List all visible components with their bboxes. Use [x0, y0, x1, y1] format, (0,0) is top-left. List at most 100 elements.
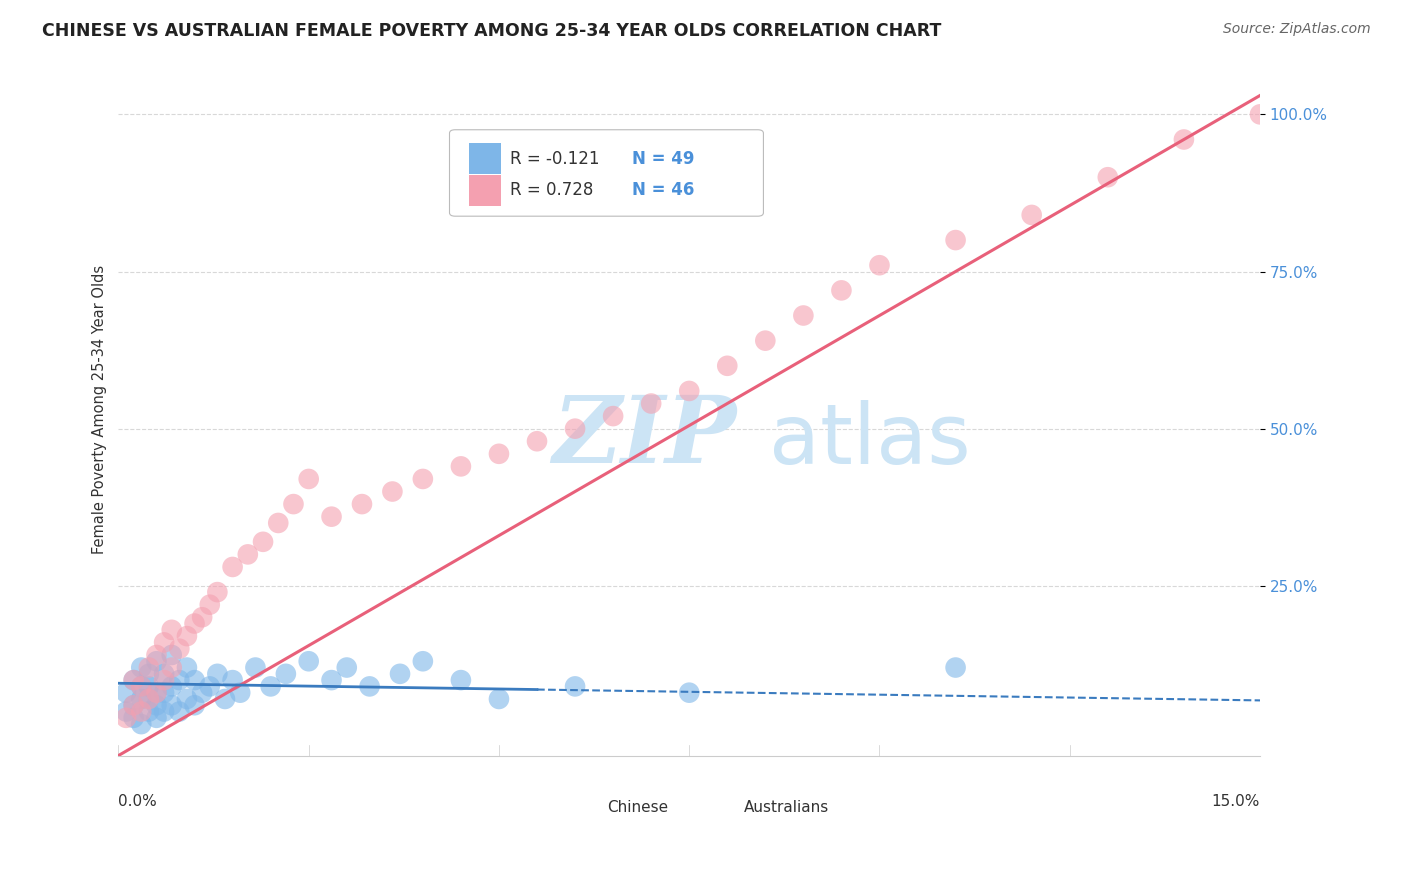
Bar	[575, 800, 600, 815]
Point	[129, 680, 152, 694]
Point	[176, 660, 198, 674]
Point	[129, 692, 152, 706]
Point	[176, 692, 198, 706]
Point	[412, 472, 434, 486]
Point	[183, 673, 205, 687]
Point	[488, 447, 510, 461]
Point	[115, 705, 138, 719]
Point	[450, 459, 472, 474]
Text: Australians: Australians	[744, 800, 830, 815]
Point	[198, 598, 221, 612]
Point	[602, 409, 624, 423]
Text: 15.0%: 15.0%	[1212, 794, 1260, 808]
Point	[298, 472, 321, 486]
Point	[564, 680, 586, 694]
Text: ZIP: ZIP	[553, 392, 737, 483]
Point	[176, 629, 198, 643]
Point	[122, 711, 145, 725]
Point	[198, 680, 221, 694]
Point	[160, 698, 183, 713]
Point	[153, 686, 176, 700]
Point	[945, 233, 967, 247]
Text: R = -0.121: R = -0.121	[510, 150, 599, 168]
Point	[138, 705, 160, 719]
Point	[122, 698, 145, 713]
Text: N = 49: N = 49	[633, 150, 695, 168]
Point	[1249, 107, 1271, 121]
Point	[830, 284, 852, 298]
Point	[138, 660, 160, 674]
Point	[169, 705, 191, 719]
Y-axis label: Female Poverty Among 25-34 Year Olds: Female Poverty Among 25-34 Year Olds	[93, 265, 107, 554]
Point	[412, 654, 434, 668]
Point	[298, 654, 321, 668]
Point	[191, 610, 214, 624]
Point	[488, 692, 510, 706]
Point	[145, 648, 167, 662]
Point	[945, 660, 967, 674]
Point	[145, 698, 167, 713]
Point	[283, 497, 305, 511]
Point	[160, 623, 183, 637]
Point	[1173, 132, 1195, 146]
Text: Chinese: Chinese	[607, 800, 668, 815]
Point	[640, 396, 662, 410]
Point	[160, 660, 183, 674]
Point	[138, 692, 160, 706]
Point	[183, 698, 205, 713]
Point	[336, 660, 359, 674]
Point	[450, 673, 472, 687]
Point	[138, 680, 160, 694]
Point	[350, 497, 373, 511]
Point	[115, 686, 138, 700]
Point	[153, 666, 176, 681]
Point	[160, 680, 183, 694]
Text: N = 46: N = 46	[633, 181, 695, 200]
Bar	[470, 175, 501, 206]
Point	[792, 309, 814, 323]
Point	[122, 673, 145, 687]
Point	[229, 686, 252, 700]
Point	[321, 673, 343, 687]
Point	[526, 434, 548, 449]
Point	[564, 422, 586, 436]
Text: R = 0.728: R = 0.728	[510, 181, 593, 200]
Point	[115, 711, 138, 725]
Point	[145, 686, 167, 700]
Text: atlas: atlas	[769, 401, 972, 482]
Point	[754, 334, 776, 348]
Text: Source: ZipAtlas.com: Source: ZipAtlas.com	[1223, 22, 1371, 37]
Point	[389, 666, 412, 681]
Point	[145, 686, 167, 700]
Point	[169, 641, 191, 656]
Point	[129, 705, 152, 719]
Point	[129, 660, 152, 674]
Point	[245, 660, 267, 674]
Point	[207, 585, 229, 599]
Point	[191, 686, 214, 700]
Point	[214, 692, 236, 706]
Point	[138, 692, 160, 706]
Point	[207, 666, 229, 681]
Point	[236, 548, 259, 562]
Point	[321, 509, 343, 524]
Point	[259, 680, 281, 694]
Point	[153, 705, 176, 719]
Point	[138, 666, 160, 681]
Point	[129, 717, 152, 731]
Point	[153, 635, 176, 649]
Point	[678, 686, 700, 700]
Point	[1097, 170, 1119, 185]
Point	[716, 359, 738, 373]
Point	[169, 673, 191, 687]
Point	[678, 384, 700, 398]
Point	[221, 673, 243, 687]
Text: 0.0%: 0.0%	[118, 794, 157, 808]
Point	[145, 654, 167, 668]
Bar	[711, 800, 737, 815]
Bar	[470, 143, 501, 174]
Point	[129, 680, 152, 694]
Point	[145, 711, 167, 725]
Point	[252, 534, 274, 549]
Point	[122, 673, 145, 687]
